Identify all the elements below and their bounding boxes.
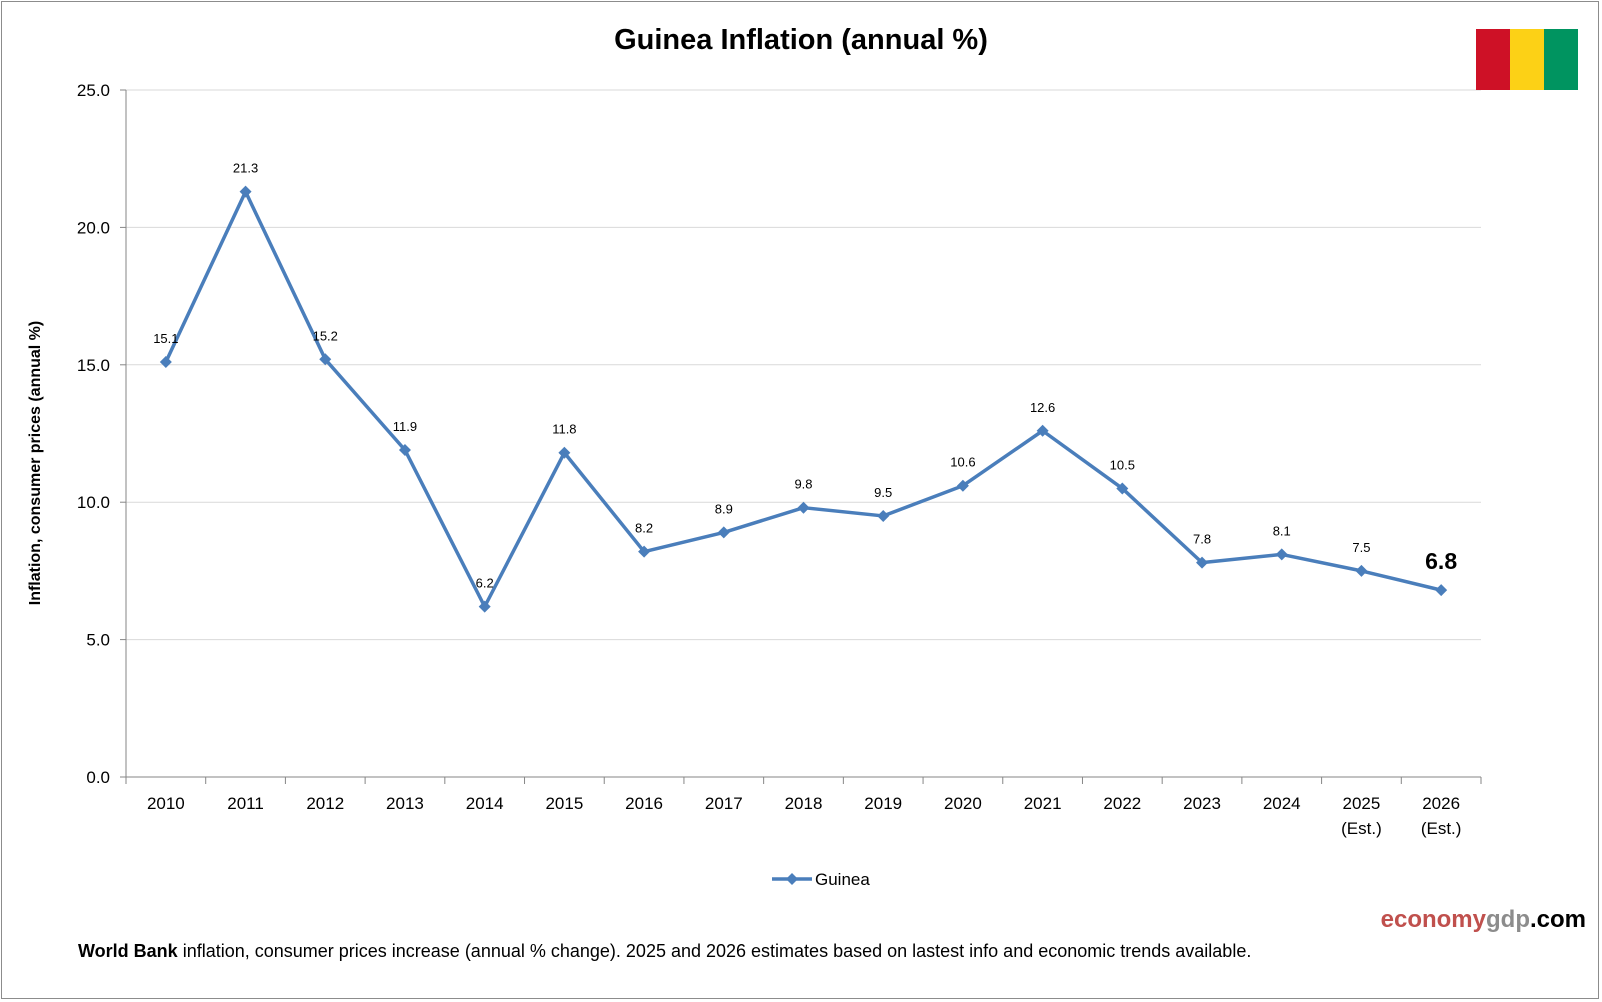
x-tick-label: 2020 — [944, 794, 982, 813]
y-tick-label: 15.0 — [77, 356, 110, 375]
x-tick-label: (Est.) — [1421, 819, 1462, 838]
x-tick-label: 2019 — [864, 794, 902, 813]
data-label: 6.2 — [476, 576, 494, 591]
data-point — [1275, 548, 1288, 561]
x-tick-label: 2021 — [1024, 794, 1062, 813]
legend: Guinea — [772, 870, 870, 889]
y-tick-label: 25.0 — [77, 81, 110, 100]
x-tick-label: 2013 — [386, 794, 424, 813]
data-point — [638, 545, 651, 558]
data-label: 15.2 — [313, 328, 338, 343]
data-label: 21.3 — [233, 161, 258, 176]
x-tick-label: 2025 — [1343, 794, 1381, 813]
footer-note: World Bank inflation, consumer prices in… — [78, 941, 1251, 962]
data-label: 12.6 — [1030, 400, 1055, 415]
data-point — [717, 526, 730, 539]
data-point — [239, 185, 252, 198]
data-point — [1196, 556, 1209, 569]
flag-stripe-yellow — [1510, 29, 1544, 90]
footer-source: World Bank — [78, 941, 178, 961]
flag-stripe-red — [1476, 29, 1510, 90]
x-tick-label: 2018 — [785, 794, 823, 813]
footer-text: inflation, consumer prices increase (ann… — [177, 941, 1252, 961]
x-tick-label: 2014 — [466, 794, 504, 813]
data-point — [956, 479, 969, 492]
data-point — [877, 509, 890, 522]
legend-label: Guinea — [815, 870, 870, 889]
x-tick-label: 2023 — [1183, 794, 1221, 813]
data-label: 7.8 — [1193, 532, 1211, 547]
x-tick-label: 2024 — [1263, 794, 1301, 813]
data-label: 11.9 — [393, 419, 417, 434]
data-point — [159, 356, 172, 369]
x-tick-label: 2026 — [1422, 794, 1460, 813]
gridlines — [126, 89, 1481, 641]
data-label: 9.5 — [874, 485, 892, 500]
brand-watermark: economygdp.com — [1381, 906, 1586, 934]
x-tick-label: 2011 — [227, 794, 264, 813]
data-point — [398, 443, 411, 456]
x-tick-label: 2016 — [625, 794, 663, 813]
data-label: 9.8 — [794, 477, 812, 492]
data-label: 10.5 — [1110, 457, 1135, 472]
data-label: 6.8 — [1425, 548, 1457, 574]
data-point — [1355, 564, 1368, 577]
flag-stripe-green — [1544, 29, 1578, 90]
data-label: 15.1 — [153, 331, 178, 346]
y-tick-label: 0.0 — [86, 768, 110, 787]
series-line-guinea — [164, 189, 1442, 609]
data-label: 8.1 — [1273, 523, 1291, 538]
data-label: 10.6 — [950, 455, 975, 470]
data-point — [478, 600, 491, 613]
data-point — [797, 501, 810, 514]
x-tick-label: 2022 — [1103, 794, 1141, 813]
data-label: 11.8 — [552, 422, 576, 437]
x-tick-label: (Est.) — [1341, 819, 1382, 838]
legend-marker — [786, 873, 798, 885]
y-axis-label: Inflation, consumer prices (annual %) — [27, 321, 44, 606]
data-point — [558, 446, 571, 459]
data-point — [319, 353, 332, 366]
data-point — [1036, 424, 1049, 437]
y-tick-label: 10.0 — [77, 493, 110, 512]
series-layer — [159, 185, 1448, 613]
data-labels: 15.1 21.3 15.2 11.9 6.2 11.8 8.2 8.9 9.8 9.5 10.6 1… — [153, 161, 1457, 591]
y-tick-label: 5.0 — [86, 631, 110, 650]
chart-title: Guinea Inflation (annual %) — [614, 24, 988, 56]
x-tick-label: 2017 — [705, 794, 743, 813]
y-tick-label: 20.0 — [77, 218, 110, 237]
data-label: 8.9 — [715, 501, 733, 516]
data-point — [1435, 584, 1448, 597]
axes: 0.0 5.0 10.0 15.0 20.0 25.0 2010 2011 2012 2013 20… — [77, 81, 1482, 838]
x-tick-label: 2012 — [306, 794, 344, 813]
brand-part-economy: economy — [1380, 906, 1486, 933]
data-label: 7.5 — [1352, 540, 1370, 555]
x-tick-label: 2010 — [147, 794, 185, 813]
brand-part-gdp: gdp — [1486, 906, 1530, 933]
data-point — [1116, 482, 1129, 495]
x-tick-label: 2015 — [545, 794, 583, 813]
data-label: 8.2 — [635, 521, 653, 536]
brand-part-com: .com — [1529, 906, 1586, 933]
